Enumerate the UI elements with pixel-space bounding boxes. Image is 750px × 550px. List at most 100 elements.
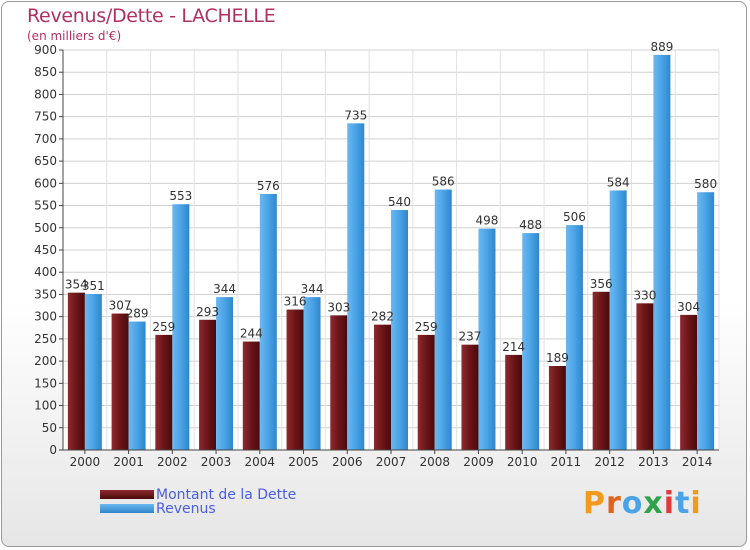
bar-dette	[374, 324, 391, 450]
data-label: 354	[65, 278, 88, 292]
bar-revenus	[259, 194, 277, 450]
data-label: 344	[301, 282, 324, 296]
legend-swatch-revenus	[100, 504, 154, 513]
x-tick-label: 2008	[419, 455, 450, 469]
bar-dette	[67, 292, 85, 450]
data-label: 889	[650, 40, 673, 54]
data-label: 237	[459, 330, 482, 344]
data-label: 576	[257, 179, 280, 193]
bar-revenus	[434, 189, 452, 451]
bar-revenus	[303, 297, 321, 450]
data-label: 259	[415, 320, 438, 334]
y-tick-label: 500	[34, 221, 57, 235]
data-label: 259	[152, 320, 175, 334]
logo-letter: P	[583, 486, 606, 521]
data-label: 553	[169, 189, 192, 203]
data-label: 282	[371, 310, 394, 324]
x-tick-label: 2002	[157, 455, 188, 469]
bar-dette	[461, 344, 479, 450]
bar-dette	[199, 319, 217, 450]
y-tick-label: 650	[34, 154, 57, 168]
bar-revenus	[478, 228, 496, 450]
data-label: 586	[432, 175, 455, 189]
bar-dette	[636, 303, 654, 450]
data-label: 214	[502, 340, 525, 354]
logo-letter: x	[643, 486, 664, 521]
chart-subtitle: (en milliers d'€)	[27, 29, 122, 43]
data-label: 304	[677, 300, 700, 314]
data-label: 584	[607, 175, 630, 189]
y-tick-label: 50	[42, 421, 57, 435]
legend-swatch-dette	[100, 490, 154, 499]
bar-revenus	[653, 54, 671, 451]
bar-revenus	[347, 123, 365, 450]
y-tick-label: 600	[34, 176, 57, 190]
x-tick-label: 2014	[682, 455, 713, 469]
y-tick-label: 400	[34, 265, 57, 279]
data-label: 289	[126, 307, 149, 321]
data-label: 293	[196, 305, 219, 319]
y-tick-label: 850	[34, 65, 57, 79]
bar-revenus	[391, 210, 408, 450]
logo-letter: r	[606, 486, 622, 521]
data-label: 540	[388, 195, 411, 209]
legend-label-dette: Montant de la Dette	[156, 487, 297, 503]
x-tick-label: 2005	[288, 455, 319, 469]
x-tick-label: 2011	[551, 455, 582, 469]
proxiti-logo: Proxiti	[583, 486, 702, 521]
data-label: 498	[476, 214, 499, 228]
x-tick-label: 2010	[507, 455, 538, 469]
logo-letter: i	[690, 486, 702, 521]
y-tick-label: 700	[34, 132, 57, 146]
y-tick-label: 0	[49, 443, 57, 457]
y-tick-label: 550	[34, 199, 57, 213]
y-tick-label: 900	[34, 43, 57, 57]
data-label: 488	[519, 218, 542, 232]
data-label: 351	[82, 279, 105, 293]
data-label: 344	[213, 282, 236, 296]
bar-revenus	[216, 297, 234, 450]
y-tick-label: 100	[34, 399, 57, 413]
legend-label-revenus: Revenus	[156, 501, 216, 517]
y-tick-label: 450	[34, 243, 57, 257]
y-tick-label: 150	[34, 376, 57, 390]
x-tick-label: 2000	[70, 455, 101, 469]
bar-revenus	[609, 190, 627, 450]
chart-title: Revenus/Dette - LACHELLE	[27, 5, 276, 27]
data-label: 506	[563, 210, 586, 224]
data-label: 580	[694, 177, 717, 191]
y-tick-label: 250	[34, 332, 57, 346]
x-tick-label: 2003	[201, 455, 232, 469]
y-tick-label: 350	[34, 287, 57, 301]
bar-dette	[242, 341, 260, 450]
bar-dette	[680, 314, 698, 450]
x-tick-label: 2004	[245, 455, 276, 469]
y-tick-label: 200	[34, 354, 57, 368]
x-tick-label: 2013	[638, 455, 669, 469]
bar-dette	[330, 315, 348, 450]
bar-dette	[505, 354, 523, 450]
logo-letter: o	[621, 486, 644, 521]
bar-dette	[417, 334, 435, 450]
y-tick-label: 800	[34, 87, 57, 101]
bar-revenus	[172, 204, 190, 450]
data-label: 356	[590, 277, 613, 291]
data-label: 307	[109, 299, 132, 313]
x-tick-label: 2001	[113, 455, 144, 469]
bar-revenus	[522, 233, 540, 450]
data-label: 244	[240, 327, 263, 341]
bar-dette	[286, 309, 304, 450]
logo-letter: i	[663, 486, 676, 521]
bar-dette	[592, 291, 610, 450]
bar-dette	[548, 366, 566, 450]
y-tick-label: 300	[34, 310, 57, 324]
x-tick-label: 2012	[594, 455, 625, 469]
y-tick-label: 750	[34, 110, 57, 124]
bar-revenus	[128, 321, 146, 450]
data-label: 316	[284, 295, 307, 309]
bar-revenus	[84, 294, 102, 450]
data-label: 303	[327, 300, 350, 314]
bar-revenus	[565, 225, 583, 450]
logo-letter: t	[675, 486, 691, 521]
